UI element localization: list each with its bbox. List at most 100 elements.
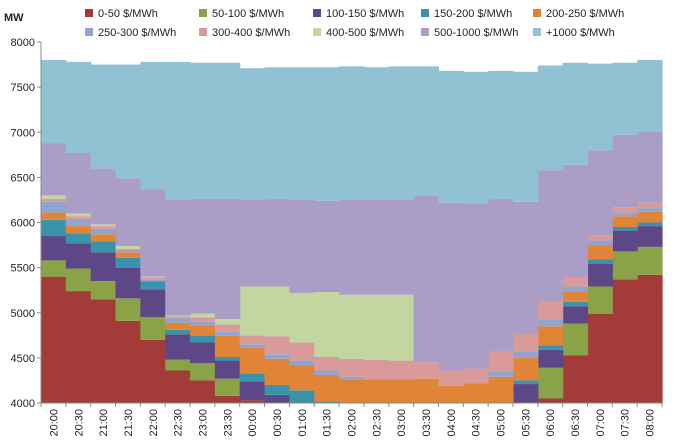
area-segment — [612, 212, 638, 217]
area-segment — [562, 286, 589, 292]
area-segment — [562, 323, 589, 356]
area-segment — [637, 246, 663, 275]
area-segment — [264, 336, 290, 355]
x-tick-label: 22:30 — [173, 409, 185, 437]
area-segment — [115, 248, 141, 251]
area-segment — [41, 195, 67, 200]
x-tick-label: 22:00 — [148, 409, 160, 437]
area-segment — [41, 143, 67, 196]
area-segment — [612, 230, 638, 252]
area-segment — [314, 370, 340, 376]
legend-swatch — [199, 28, 207, 36]
area-segment — [289, 199, 315, 293]
area-segment — [239, 68, 266, 200]
area-segment — [214, 335, 241, 357]
area-segment — [512, 351, 539, 358]
area-segment — [165, 322, 191, 330]
area-segment — [65, 153, 92, 214]
x-tick-label: 20:30 — [73, 409, 85, 437]
area-segment — [264, 384, 290, 395]
area-segment — [363, 379, 390, 403]
x-tick-label: 20:00 — [48, 409, 60, 437]
area-segment — [562, 164, 589, 278]
legend-swatch — [421, 9, 429, 17]
y-tick-label: 5000 — [11, 308, 35, 320]
area-segment — [314, 291, 340, 357]
x-tick-label: 05:30 — [520, 409, 532, 437]
x-tick-label: 08:00 — [645, 409, 657, 437]
area-segment — [41, 260, 67, 277]
area-segment — [587, 63, 613, 151]
area-segment — [239, 344, 266, 348]
area-segment — [289, 342, 315, 361]
area-segment — [90, 299, 117, 403]
area-segment — [90, 226, 117, 229]
legend-swatch — [199, 9, 207, 17]
area-segment — [314, 200, 340, 292]
area-segment — [190, 380, 216, 403]
area-segment — [562, 301, 589, 307]
area-segment — [637, 274, 663, 403]
series-6 — [41, 201, 663, 380]
area-segment — [165, 61, 191, 200]
series-8 — [41, 195, 415, 361]
area-segment — [165, 318, 191, 323]
area-segment — [41, 236, 67, 261]
x-tick-label: 02:00 — [347, 409, 359, 437]
area-segment — [140, 279, 166, 282]
area-segment — [115, 250, 141, 253]
area-segment — [363, 199, 390, 295]
legend-label: 300-400 $/MWh — [212, 27, 290, 39]
area-segment — [388, 379, 415, 403]
area-segment — [41, 276, 67, 403]
area-segment — [537, 345, 564, 350]
area-segment — [587, 313, 613, 403]
area-segment — [537, 170, 564, 302]
x-tick-label: 01:30 — [322, 409, 334, 437]
series-5 — [41, 211, 663, 403]
area-segment — [637, 202, 663, 209]
area-segment — [214, 324, 241, 332]
series-3 — [41, 226, 663, 403]
area-segment — [512, 384, 539, 403]
area-segment — [463, 383, 489, 403]
area-segment — [612, 134, 638, 208]
area-segment — [165, 334, 191, 360]
area-segment — [190, 321, 216, 326]
area-segment — [413, 66, 440, 196]
legend-label: +1000 $/MWh — [546, 27, 615, 39]
series-1 — [41, 274, 663, 403]
area-segment — [388, 294, 415, 361]
series-2 — [41, 246, 663, 399]
area-segment — [190, 313, 216, 318]
area-segment — [239, 400, 266, 403]
area-segment — [90, 64, 117, 169]
area-segment — [637, 208, 663, 212]
area-segment — [65, 268, 92, 292]
legend-item: 500-1000 $/MWh — [421, 27, 518, 39]
area-segment — [339, 199, 365, 295]
area-segment — [512, 333, 539, 352]
legend-swatch — [421, 28, 429, 36]
area-segment — [140, 317, 166, 340]
area-segment — [165, 199, 191, 316]
x-tick-label: 00:00 — [247, 409, 259, 437]
area-segment — [214, 199, 241, 320]
x-tick-label: 21:00 — [98, 409, 110, 437]
x-tick-label: 03:00 — [396, 409, 408, 437]
legend-item: 400-500 $/MWh — [313, 27, 404, 39]
area-segment — [165, 316, 191, 319]
series-4 — [41, 219, 663, 403]
area-segment — [537, 319, 564, 327]
legend-item: 300-400 $/MWh — [199, 27, 290, 39]
area-segment — [637, 222, 663, 227]
area-segment — [90, 228, 117, 235]
area-segment — [289, 390, 315, 403]
area-segment — [65, 61, 92, 154]
area-segment — [339, 358, 365, 377]
area-segment — [562, 291, 589, 302]
area-segment — [339, 294, 365, 359]
plot-area — [41, 60, 663, 403]
legend-swatch — [533, 9, 541, 17]
area-segment — [463, 368, 489, 384]
